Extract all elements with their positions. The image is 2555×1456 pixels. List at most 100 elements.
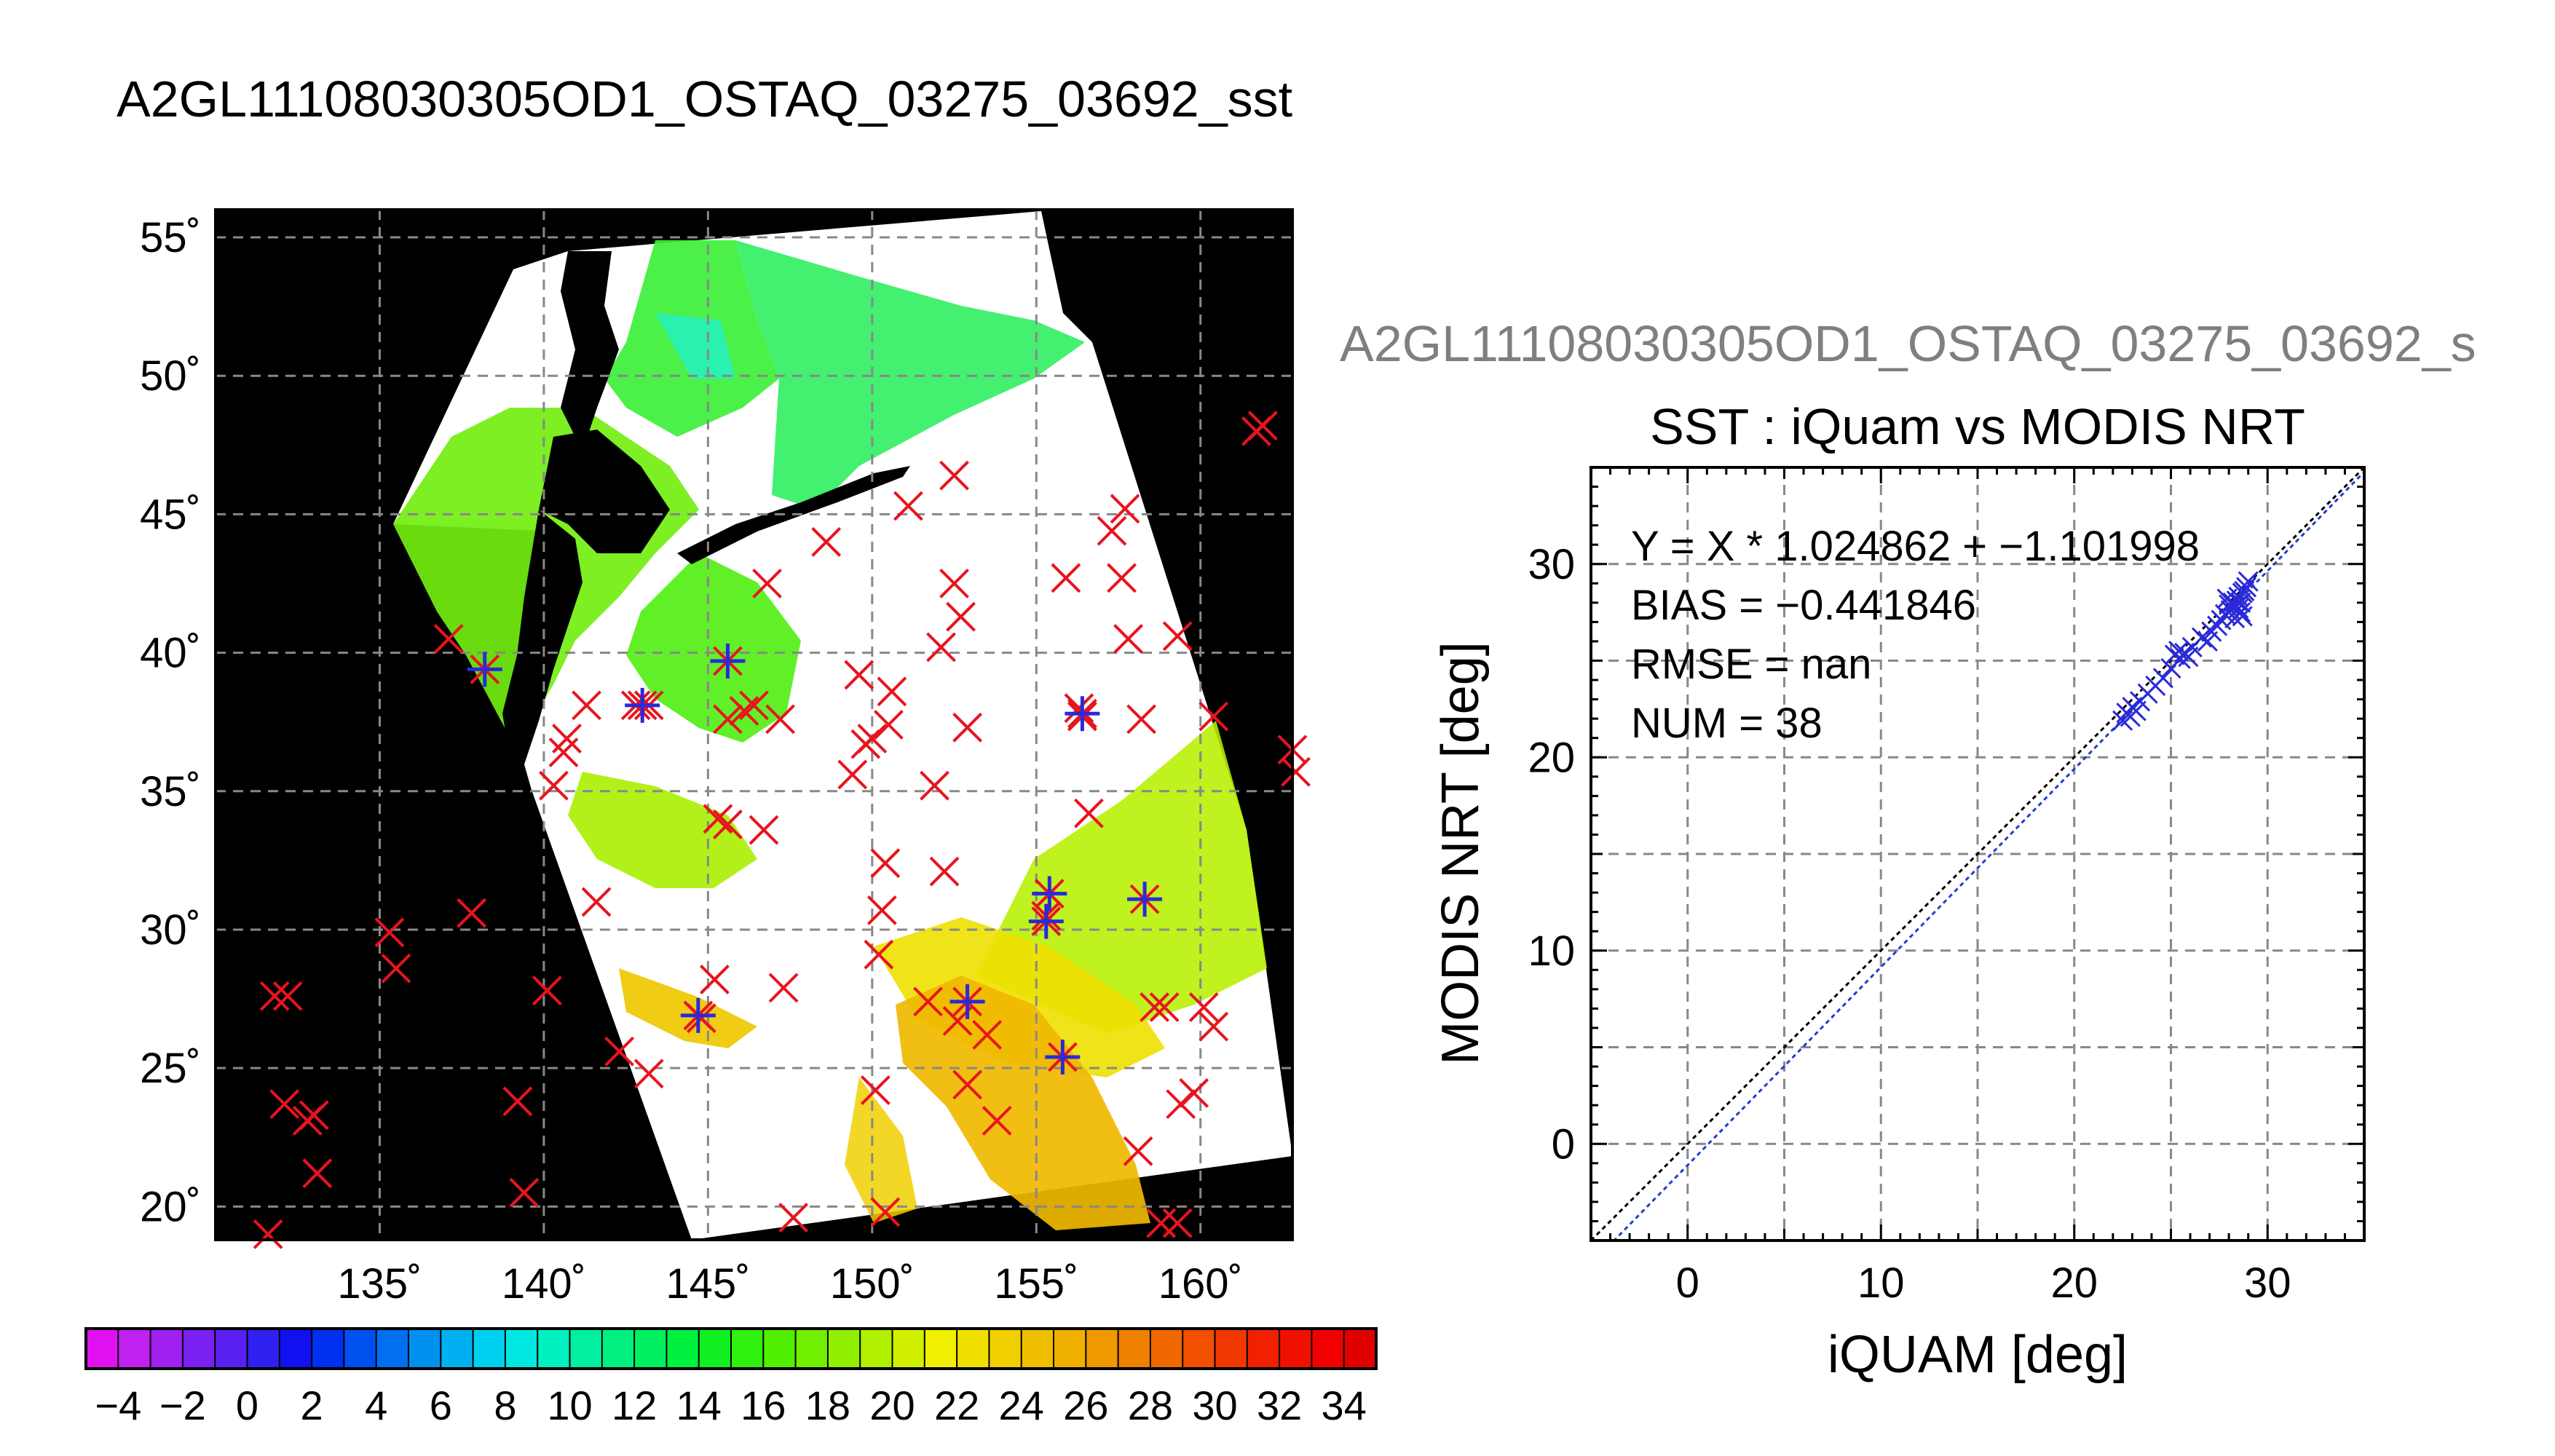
scatter-x-tick-label: 10 [1857,1259,1905,1307]
in-situ-marker [982,1106,1012,1136]
colorbar-bin [1150,1329,1183,1369]
colorbar-tick-label: 14 [676,1382,722,1428]
colorbar-bin [827,1329,861,1369]
colorbar: −4 −2 0 2 4 6 8 10 12 14 16 18 20 22 24 26 28 30 32 34 [84,1327,1378,1428]
map-markers [253,411,1311,1249]
in-situ-marker [920,770,949,801]
map-lon-tick-label: 160˚ [1158,1260,1243,1307]
sst-region-okhotsk-cyan [655,313,735,379]
colorbar-bin [505,1329,538,1369]
colorbar-tick-label: −2 [159,1382,206,1428]
colorbar-bin [860,1329,893,1369]
in-situ-marker [1107,563,1137,593]
sst-region-southwest [619,968,757,1048]
map-lon-tick-label: 155˚ [994,1260,1078,1307]
map-lat-tick-label: 25˚ [140,1045,201,1092]
one-to-one-line [1591,467,2364,1241]
scatter-point [2152,668,2173,689]
colorbar-tick-label: 26 [1063,1382,1108,1428]
colorbar-bin [634,1329,667,1369]
colorbar-bin [537,1329,570,1369]
sst-map-panel: 135˚ 140˚ 145˚ 150˚ 155˚ 160˚ 20˚ 25˚ 30˚ 35˚ 40˚ 4… [140,208,1311,1307]
colorbar-bin [731,1329,764,1369]
in-situ-marker [604,1036,635,1067]
colorbar-bin [763,1329,797,1369]
colorbar-tick-label: 28 [1128,1382,1173,1428]
colorbar-tick-label: 2 [301,1382,323,1428]
scatter-point [2238,571,2259,592]
in-situ-marker [913,986,943,1017]
scatter-title: SST : iQuam vs MODIS NRT [1650,398,2305,455]
scatter-y-axis-label: MODIS NRT [deg] [1431,641,1490,1065]
colorbar-tick-label: 24 [999,1382,1044,1428]
in-situ-marker [457,898,487,928]
in-situ-marker [811,527,842,557]
map-lat-tick-label: 40˚ [140,630,201,677]
in-situ-marker [272,981,303,1011]
in-situ-marker [939,460,969,491]
secondary-title: A2GL11108030305OD1_OSTAQ_03275_03692_s [1340,315,2476,372]
in-situ-marker [844,660,874,690]
in-situ-marker [1113,624,1143,654]
in-situ-marker [765,704,795,735]
scatter-point [2216,588,2238,609]
colorbar-tick-label: 22 [934,1382,979,1428]
in-situ-marker [873,710,904,740]
in-situ-marker [929,856,960,887]
matchup-marker [710,644,746,679]
map-lat-tick-label: 45˚ [140,491,201,538]
colorbar-bin [892,1329,925,1369]
scatter-annotations: Y = X * 1.024862 + −1.101998 BIAS = −0.44… [1631,523,2200,747]
colorbar-bin [924,1329,957,1369]
scatter-x-tick-label: 20 [2050,1259,2098,1307]
in-situ-marker [778,1203,809,1233]
colorbar-bin [601,1329,635,1369]
scatter-annotation: Y = X * 1.024862 + −1.101998 [1631,523,2200,570]
colorbar-bin [441,1329,474,1369]
colorbar-bin [795,1329,829,1369]
in-situ-marker [870,1197,901,1227]
in-situ-marker [703,804,733,834]
in-situ-marker [1198,701,1229,732]
scatter-points [2112,571,2259,731]
in-situ-marker [299,1100,329,1131]
in-situ-marker [259,981,290,1011]
colorbar-bin [698,1329,732,1369]
colorbar-tick-label: −4 [95,1382,141,1428]
scatter-point [2168,641,2189,662]
colorbar-bin [247,1329,280,1369]
map-gridlines [216,210,1292,1240]
sst-region-subtropical [874,917,1165,1077]
in-situ-marker [532,976,562,1006]
map-frame [214,208,1294,1241]
scatter-ticks: 0 10 20 30 0 10 20 30 [1528,466,2366,1307]
colorbar-bin [376,1329,409,1369]
sst-color-field [393,240,1267,1230]
matchup-marker [949,984,985,1019]
matchup-marker [1045,1039,1081,1075]
matchup-marker [467,652,502,687]
colorbar-bin [1086,1329,1119,1369]
scatter-point [2112,710,2133,731]
in-situ-marker [269,1089,300,1120]
colorbar-bin [569,1329,603,1369]
matchup-marker [680,997,716,1033]
in-situ-marker [552,724,582,753]
colorbar-bin [182,1329,216,1369]
colorbar-tick-label: 6 [430,1382,452,1428]
map-lon-tick-label: 135˚ [337,1260,422,1307]
in-situ-marker [952,712,983,743]
land-hokkaido [539,430,670,553]
colorbar-tick-label: 10 [547,1382,592,1428]
in-situ-marker [713,810,743,839]
in-situ-marker [1051,563,1081,593]
colorbar-tick-label: 0 [236,1382,258,1428]
colorbar-tick-label: 16 [741,1382,786,1428]
colorbar-tick-label: 8 [494,1382,516,1428]
sst-region-okhotsk [735,240,1085,510]
colorbar-bin [118,1329,151,1369]
in-situ-marker [633,1059,664,1089]
colorbar-bin [215,1329,248,1369]
in-situ-marker [1123,1136,1153,1166]
scatter-annotation: RMSE = nan [1631,641,1871,688]
